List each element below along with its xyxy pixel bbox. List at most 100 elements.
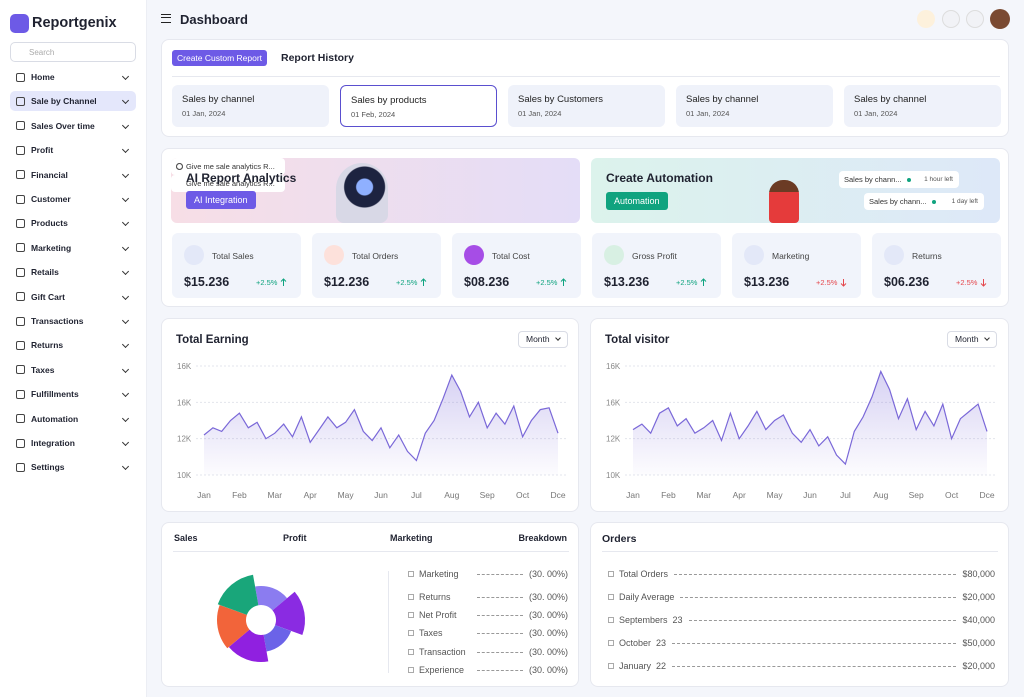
create-report-button[interactable]: Create Custom Report (172, 50, 268, 66)
row-marker (608, 640, 614, 646)
nav-item[interactable]: Returns (10, 335, 136, 355)
x-tick-label: Apr (733, 490, 746, 500)
nav-icon (16, 340, 25, 350)
x-tick-label: Mar (267, 490, 282, 500)
leader (477, 669, 523, 671)
banner-title: AI Report Analytics (186, 171, 297, 185)
chevron (121, 463, 130, 471)
nav-label: Automation (31, 413, 79, 424)
x-tick-label: Jun (803, 490, 817, 500)
nav-item[interactable]: Home (10, 67, 136, 87)
report-history-tab[interactable]: Report History (281, 52, 354, 64)
visitor-card: Total visitor Month 16K 16K 12K 10K Jan Feb Mar A… (590, 318, 1009, 512)
report-card[interactable]: Sales by products 01 Feb, 2024 (340, 85, 497, 127)
settings-button[interactable] (966, 10, 984, 28)
nav-item[interactable]: Settings (10, 457, 136, 477)
nav-item[interactable]: Sale by Channel (10, 91, 136, 112)
kpi-card: Total Sales $15.236 +2.5% (172, 233, 301, 298)
nav-item[interactable]: Integration (10, 433, 136, 453)
item-time: 1 hour left (924, 176, 953, 183)
tab[interactable]: Marketing (390, 533, 433, 543)
tab[interactable]: Sales (174, 533, 198, 543)
legend-value: (30. 00%) (528, 610, 568, 620)
dropdown[interactable]: Month (518, 331, 568, 348)
x-tick-label: Mar (696, 490, 711, 500)
kpi-card: Returns $06.236 +2.5% (872, 233, 1001, 298)
pie-slice (263, 625, 292, 652)
nav-icon (16, 96, 25, 106)
nav-item[interactable]: Fulfillments (10, 384, 136, 404)
trend-arrow (420, 278, 427, 286)
nav-item[interactable]: Marketing (10, 238, 136, 258)
report-title: Sales by channel (182, 94, 255, 105)
menu-button[interactable] (161, 14, 171, 23)
order-amount: $80,000 (962, 569, 995, 579)
tab[interactable]: Profit (283, 533, 307, 543)
breakdown-card: Sales Profit Marketing Breakdown Marketing (3… (161, 522, 579, 687)
nav-icon (16, 72, 25, 82)
order-label: January 22 (619, 661, 667, 671)
nav-icon (16, 389, 25, 399)
kpi-label: Total Sales (212, 251, 254, 261)
report-card[interactable]: Sales by channel 01 Jan, 2024 (676, 85, 833, 127)
chevron (121, 365, 130, 373)
automation-button[interactable]: Automation (606, 192, 668, 210)
dropdown[interactable]: Month (947, 331, 997, 348)
nav-item[interactable]: Transactions (10, 311, 136, 331)
leader (477, 614, 523, 616)
avatar[interactable] (990, 9, 1010, 29)
order-row: Total Orders $80,000 (608, 569, 995, 579)
row-marker (608, 571, 614, 577)
y-tick-label: 16K (177, 398, 192, 407)
order-amount: $40,000 (962, 615, 995, 625)
kpi-value: $13.236 (744, 275, 790, 289)
tab[interactable]: Breakdown (518, 533, 567, 543)
row-marker (608, 617, 614, 623)
nav-icon (16, 438, 25, 448)
kpi-card: Total Cost $08.236 +2.5% (452, 233, 581, 298)
ai-button[interactable]: AI Integration (186, 191, 256, 209)
chat-bubble: Give me sale analytics R... (171, 163, 285, 192)
nav-item[interactable]: Retails (10, 262, 136, 282)
leader (672, 665, 957, 667)
nav-item[interactable]: Products (10, 213, 136, 233)
chevron (121, 72, 130, 81)
nav-icon (16, 462, 25, 472)
dropdown-label: Month (955, 334, 979, 344)
area (204, 375, 558, 475)
pie-slice (228, 629, 269, 662)
report-card[interactable]: Sales by channel 01 Jan, 2024 (844, 85, 1001, 127)
nav-label: Retails (31, 267, 59, 278)
item-label: Sales by chann... (844, 175, 902, 184)
report-card[interactable]: Sales by channel 01 Jan, 2024 (172, 85, 329, 127)
leader (477, 651, 523, 653)
nav-item[interactable]: Automation (10, 409, 136, 429)
x-tick-label: May (767, 490, 784, 500)
nav-item[interactable]: Customer (10, 189, 136, 209)
kpi-card: Marketing $13.236 +2.5% (732, 233, 861, 298)
nav-item[interactable]: Gift Cart (10, 287, 136, 307)
kpi-icon (884, 245, 904, 265)
line-chart: 16K 16K 12K 10K Jan Feb Mar Apr May Jun Jul Aug Sep O… (177, 362, 568, 500)
kpi-value: $15.236 (184, 275, 230, 289)
notification-button[interactable] (917, 10, 935, 28)
nav-item[interactable]: Taxes (10, 360, 136, 380)
line (203, 373, 559, 462)
leader (672, 642, 957, 644)
legend-row: Transaction (30. 00%) (408, 647, 568, 657)
help-button[interactable] (942, 10, 960, 28)
nav-item[interactable]: Financial (10, 165, 136, 185)
y-tick-label: 16K (177, 362, 192, 371)
legend-value: (30. 00%) (528, 592, 568, 602)
leader (477, 596, 523, 598)
nav-icon (16, 218, 25, 228)
nav-icon (16, 316, 25, 326)
chevron (121, 414, 130, 422)
nav-item[interactable]: Sales Over time (10, 116, 136, 136)
search[interactable]: Search (10, 42, 136, 62)
kpi-change: +2.5% (956, 278, 978, 287)
nav-icon (16, 194, 25, 204)
nav-item[interactable]: Profit (10, 140, 136, 160)
report-card[interactable]: Sales by Customers 01 Jan, 2024 (508, 85, 665, 127)
report-date: 01 Jan, 2024 (518, 109, 562, 118)
